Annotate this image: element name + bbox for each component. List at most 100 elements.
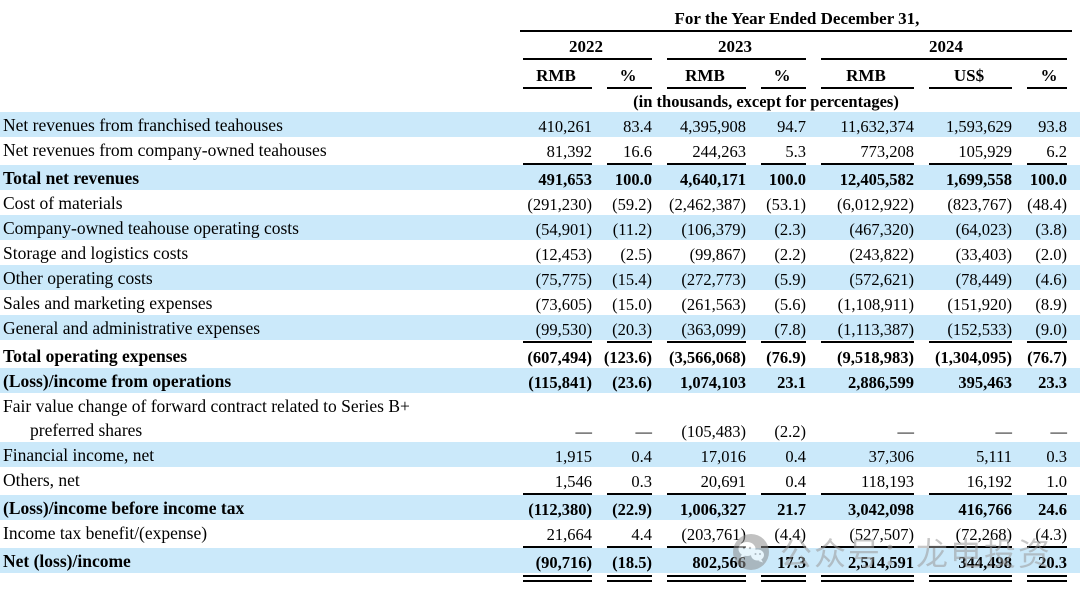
value-cell: (105,483) xyxy=(681,422,746,441)
value-cell: (823,767) xyxy=(947,195,1012,214)
value-cell: 1,006,327 xyxy=(658,495,752,520)
row-label: Total net revenues xyxy=(0,165,514,190)
horizontal-rule xyxy=(761,493,806,495)
double-horizontal-rule xyxy=(667,575,746,582)
rule-row xyxy=(0,340,1080,343)
rule-cell xyxy=(812,545,920,548)
value-cell: (2.0) xyxy=(1035,245,1067,264)
horizontal-rule xyxy=(1027,163,1067,165)
value-cell: (33,403) xyxy=(955,245,1012,264)
rule-cell xyxy=(598,162,658,165)
double-rule-cell xyxy=(598,573,658,582)
column-header: RMB xyxy=(536,66,576,85)
table-row: Net revenues from franchised teahouses 41… xyxy=(0,112,1080,137)
row-label: Net revenues from company-owned teahouse… xyxy=(3,140,327,160)
value-cell: 12,405,582 xyxy=(812,165,920,190)
table-row: Net revenues from company-owned teahouse… xyxy=(0,137,1080,162)
rule-cell xyxy=(920,545,1018,548)
value-cell: (291,230) xyxy=(527,195,592,214)
value-cell: 0.3 xyxy=(631,472,652,491)
value-cell: (4.4) xyxy=(774,525,806,544)
value-cell: (243,822) xyxy=(849,245,914,264)
rule-cell xyxy=(752,545,812,548)
value-cell: 0.4 xyxy=(785,472,806,491)
horizontal-rule xyxy=(761,163,806,165)
horizontal-rule xyxy=(667,493,746,495)
value-cell: 118,193 xyxy=(860,472,914,491)
horizontal-rule xyxy=(607,87,652,89)
value-cell: 410,261 xyxy=(514,112,598,137)
value-cell: (76.9) xyxy=(766,348,806,367)
value-cell: (5.9) xyxy=(752,265,812,290)
value-cell: (8.9) xyxy=(1035,295,1067,314)
value-cell: (11.2) xyxy=(598,215,658,240)
income-statement-table: For the Year Ended December 31, 2022 2023… xyxy=(0,2,1080,582)
rule-cell xyxy=(658,162,752,165)
row-label: Financial income, net xyxy=(0,442,514,467)
value-cell: (2.5) xyxy=(620,245,652,264)
row-label: Net (loss)/income xyxy=(0,548,514,573)
rule-row xyxy=(0,162,1080,165)
value-cell: (53.1) xyxy=(766,195,806,214)
value-cell: (9,518,983) xyxy=(837,348,914,367)
rule-cell xyxy=(598,340,658,343)
horizontal-rule xyxy=(1027,546,1067,548)
table-row: Storage and logistics costs (12,453) (2.5)… xyxy=(0,240,1080,265)
value-cell: (7.8) xyxy=(752,315,812,340)
value-cell: 1.0 xyxy=(1046,472,1067,491)
value-cell: 344,498 xyxy=(920,548,1018,573)
double-rule-cell xyxy=(920,573,1018,582)
value-cell: (3,566,068) xyxy=(669,348,746,367)
value-cell: 5,111 xyxy=(920,442,1018,467)
horizontal-rule xyxy=(821,87,914,89)
value-cell: 93.8 xyxy=(1018,112,1080,137)
value-cell: (115,841) xyxy=(514,368,598,393)
rule-cell xyxy=(920,162,1018,165)
value-cell: 24.6 xyxy=(1018,495,1080,520)
table-title: For the Year Ended December 31, xyxy=(674,9,920,28)
horizontal-rule xyxy=(1027,341,1067,343)
year-header: 2023 xyxy=(718,37,752,56)
rule-cell xyxy=(920,340,1018,343)
value-cell: 5.3 xyxy=(785,142,806,161)
double-horizontal-rule xyxy=(929,575,1012,582)
horizontal-rule xyxy=(821,546,914,548)
table-row: Others, net 1,546 0.3 20,691 0.4 118,193 16,19… xyxy=(0,467,1080,492)
value-cell: 395,463 xyxy=(920,368,1018,393)
value-cell: 1,915 xyxy=(514,442,598,467)
value-cell: (18.5) xyxy=(598,548,658,573)
double-horizontal-rule xyxy=(523,575,592,582)
value-cell: (106,379) xyxy=(658,215,752,240)
value-cell: 0.3 xyxy=(1018,442,1080,467)
title-rule-row xyxy=(0,29,1080,32)
value-cell: 17,016 xyxy=(658,442,752,467)
row-label: (Loss)/income before income tax xyxy=(0,495,514,520)
value-cell: (54,901) xyxy=(514,215,598,240)
column-rule-cell xyxy=(752,86,812,89)
double-rule-row xyxy=(0,573,1080,582)
horizontal-rule xyxy=(607,341,652,343)
row-label: General and administrative expenses xyxy=(0,315,514,340)
value-cell: (1,113,387) xyxy=(812,315,920,340)
empty-cell xyxy=(1018,89,1080,112)
units-note: (in thousands, except for percentages) xyxy=(633,92,899,111)
double-rule-cell xyxy=(752,573,812,582)
value-cell: (9.0) xyxy=(1018,315,1080,340)
row-label: Net revenues from franchised teahouses xyxy=(0,112,514,137)
rule-cell xyxy=(658,340,752,343)
value-cell: (5.6) xyxy=(774,295,806,314)
value-cell: 1,074,103 xyxy=(658,368,752,393)
value-cell: 81,392 xyxy=(546,142,592,161)
value-cell: (4.6) xyxy=(1018,265,1080,290)
value-cell: 94.7 xyxy=(752,112,812,137)
value-cell: — xyxy=(575,422,593,441)
rule-cell xyxy=(598,492,658,495)
double-horizontal-rule xyxy=(761,575,806,582)
value-cell: (151,920) xyxy=(947,295,1012,314)
value-cell: — xyxy=(995,422,1013,441)
year-rule-cell xyxy=(514,57,658,60)
horizontal-rule xyxy=(667,58,806,60)
table-row: Financial income, net 1,915 0.4 17,016 0.4 37… xyxy=(0,442,1080,467)
empty-cell xyxy=(0,89,514,112)
value-cell: (363,099) xyxy=(658,315,752,340)
